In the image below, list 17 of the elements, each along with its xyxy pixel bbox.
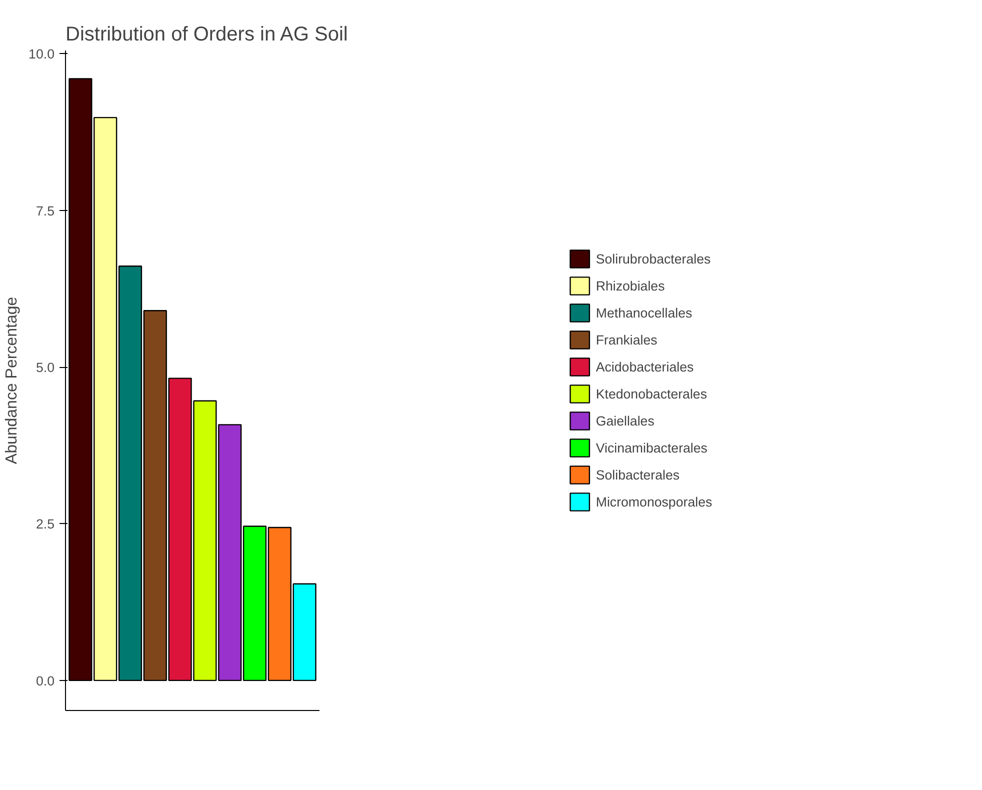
y-tick-label: 2.5: [36, 516, 55, 532]
legend-label: Frankiales: [596, 332, 658, 347]
y-tick-label: 7.5: [36, 203, 55, 218]
y-axis-title: Abundance Percentage: [4, 296, 21, 464]
legend-label: Vicinamibacterales: [596, 440, 708, 455]
legend-label: Rhizobiales: [596, 278, 665, 293]
legend-label: Gaiellales: [596, 413, 654, 428]
legend-label: Methanocellales: [596, 305, 692, 320]
y-tick-label: 10.0: [28, 46, 55, 62]
legend-label: Solirubrobacterales: [596, 251, 711, 266]
legend-label: Acidobacteriales: [596, 359, 694, 374]
y-tick-label: 0.0: [36, 673, 55, 688]
chart-title: Distribution of Orders in AG Soil: [66, 24, 348, 46]
legend-label: Micromonosporales: [596, 494, 712, 509]
legend-label: Solibacterales: [596, 467, 680, 482]
y-tick-label: 5.0: [36, 360, 55, 376]
legend-label: Ktedonobacterales: [596, 386, 708, 401]
